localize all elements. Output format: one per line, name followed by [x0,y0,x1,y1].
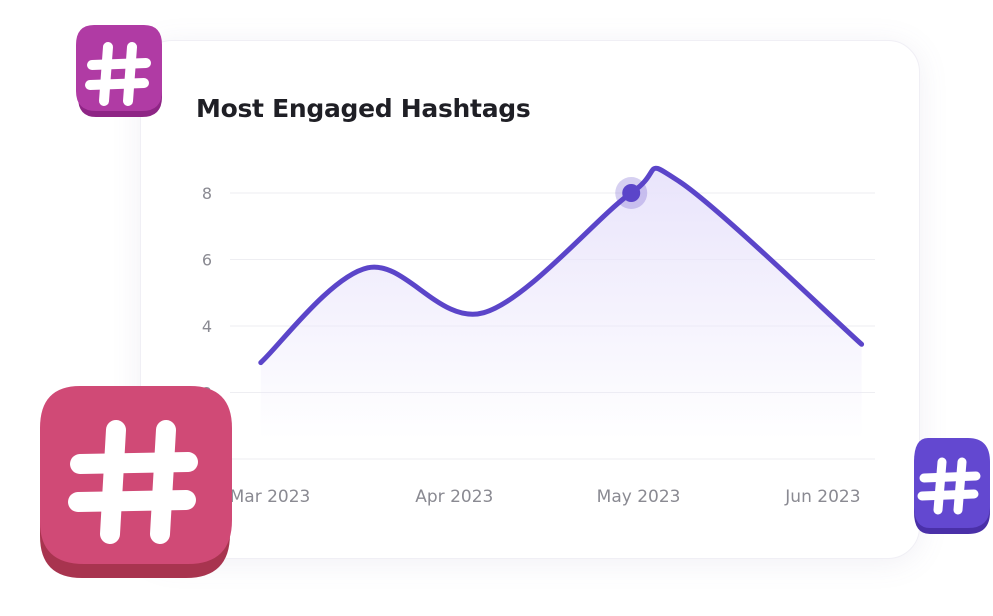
x-tick-label: May 2023 [597,487,681,507]
y-tick-label: 6 [202,251,212,270]
hashtag-icon [40,386,232,578]
y-tick-label: 8 [202,184,212,203]
hashtag-icon [914,438,990,534]
highlight-point [622,184,641,202]
x-tick-label: Apr 2023 [415,487,493,507]
area-fill [260,168,862,440]
hashtag-icon [76,25,162,117]
chart-title: Most Engaged Hashtags [196,94,531,123]
x-tick-label: Mar 2023 [230,487,311,507]
series-line [258,165,865,366]
x-tick-label: Jun 2023 [784,487,860,507]
y-tick-label: 4 [202,317,212,336]
